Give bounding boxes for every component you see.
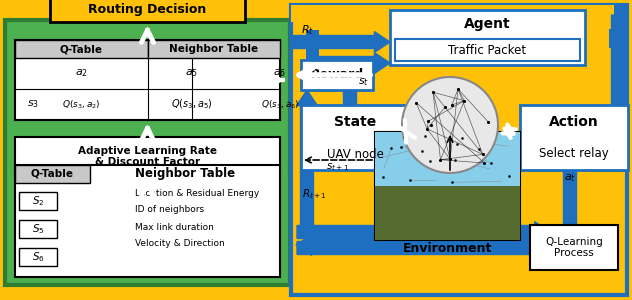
Bar	[15, 165, 280, 277]
Text: $a_2$: $a_2$	[75, 68, 88, 80]
Text: Location & Residual Energy: Location & Residual Energy	[135, 188, 259, 197]
Bar	[301, 60, 373, 90]
FancyArrow shape	[607, 15, 628, 155]
Text: $a_5$: $a_5$	[185, 68, 198, 80]
Text: Max link duration: Max link duration	[135, 223, 214, 232]
Text: $Q(s_3, a_6)$: $Q(s_3, a_6)$	[260, 98, 300, 111]
Bar	[19, 220, 57, 238]
Text: ID of neighbors: ID of neighbors	[135, 206, 204, 214]
Text: $Q(s_3, a_5)$: $Q(s_3, a_5)$	[171, 98, 212, 111]
Text: & Discount Factor: & Discount Factor	[95, 157, 200, 167]
Text: Reward: Reward	[310, 68, 363, 82]
Bar	[147, 40, 280, 58]
Text: $S_2$: $S_2$	[32, 194, 44, 208]
FancyArrow shape	[296, 235, 530, 255]
FancyArrow shape	[339, 75, 360, 155]
Text: $s_3$: $s_3$	[27, 99, 39, 110]
Text: Neighbor Table: Neighbor Table	[135, 167, 235, 181]
Text: Routing Decision: Routing Decision	[88, 4, 207, 16]
Bar	[375, 132, 520, 186]
Bar	[530, 225, 618, 270]
Text: $S_5$: $S_5$	[32, 222, 44, 236]
Bar	[15, 165, 90, 183]
Text: Traffic Packet: Traffic Packet	[449, 44, 526, 58]
Bar	[614, 5, 627, 55]
Text: State: State	[334, 115, 376, 129]
FancyArrow shape	[559, 170, 580, 255]
Text: $R_t$: $R_t$	[301, 23, 315, 37]
Bar	[19, 192, 57, 210]
FancyArrow shape	[297, 238, 550, 258]
Bar	[5, 20, 290, 285]
Bar	[306, 30, 319, 76]
Text: $s_t$: $s_t$	[358, 76, 369, 88]
Text: Velocity & Direction: Velocity & Direction	[135, 239, 225, 248]
Text: $a_t$: $a_t$	[564, 172, 576, 184]
Bar	[301, 105, 409, 170]
Text: Environment: Environment	[403, 242, 492, 254]
FancyArrow shape	[307, 52, 390, 74]
Bar	[15, 40, 280, 120]
FancyArrow shape	[297, 222, 550, 242]
Bar	[395, 39, 580, 61]
Bar	[375, 186, 520, 240]
Text: Q-Table: Q-Table	[30, 169, 73, 179]
Text: Agent: Agent	[464, 17, 511, 31]
Text: $s_{t+1}$: $s_{t+1}$	[326, 161, 349, 173]
Bar	[390, 10, 585, 65]
Bar	[15, 137, 280, 175]
Text: Adaptive Learning Rate: Adaptive Learning Rate	[78, 146, 217, 156]
Bar	[291, 5, 627, 22]
Bar	[291, 5, 627, 295]
Bar	[375, 132, 520, 240]
Text: UAV node: UAV node	[327, 148, 384, 160]
Bar	[15, 40, 147, 58]
Text: $a_6$: $a_6$	[274, 68, 286, 80]
FancyArrow shape	[291, 32, 390, 52]
Circle shape	[402, 77, 498, 173]
Bar	[19, 248, 57, 266]
Text: $R_{t+1}$: $R_{t+1}$	[302, 187, 327, 201]
Text: Select relay: Select relay	[539, 148, 609, 160]
Text: $S_6$: $S_6$	[32, 250, 44, 264]
Text: Q-Learning
Process: Q-Learning Process	[545, 237, 603, 258]
FancyArrow shape	[296, 90, 317, 235]
Bar	[609, 29, 623, 48]
Text: Action: Action	[549, 115, 599, 129]
Bar	[50, 0, 245, 22]
Text: Neighbor Table: Neighbor Table	[169, 44, 258, 54]
Bar	[520, 105, 628, 170]
Text: $Q(s_3, a_2)$: $Q(s_3, a_2)$	[62, 98, 100, 111]
Text: Q-Table: Q-Table	[60, 44, 103, 54]
